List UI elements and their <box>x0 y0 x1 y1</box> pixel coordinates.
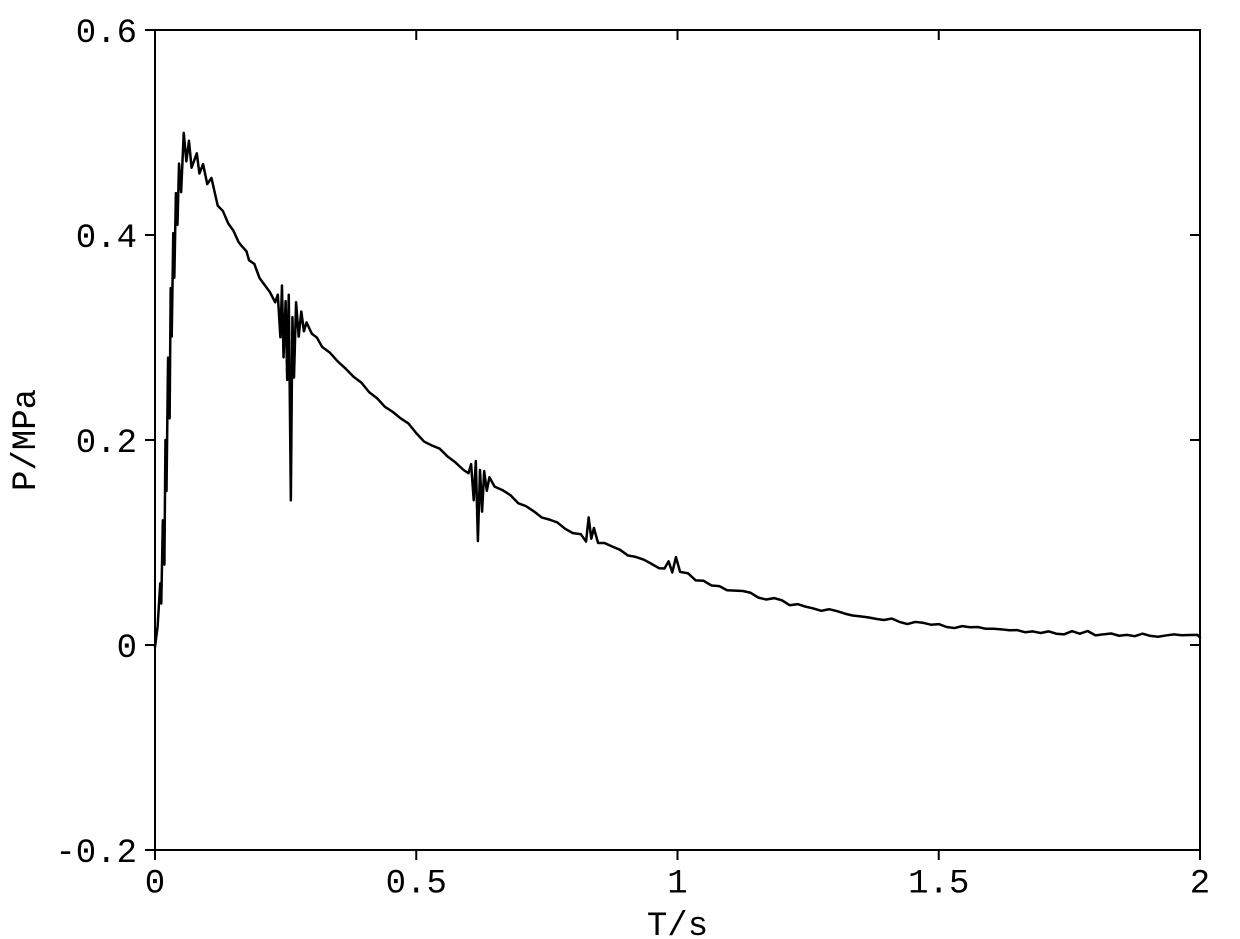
x-tick-label: 1.5 <box>908 865 969 903</box>
x-tick-label: 1 <box>667 865 687 903</box>
pressure-series <box>155 133 1200 647</box>
y-tick-label: 0.6 <box>76 15 137 53</box>
pressure-time-chart: 00.511.52-0.200.20.40.6T/sP/MPa <box>0 0 1240 939</box>
y-tick-label: -0.2 <box>55 835 137 873</box>
plot-box <box>155 30 1200 850</box>
y-tick-label: 0.4 <box>76 220 137 258</box>
y-tick-label: 0 <box>117 630 137 668</box>
chart-svg: 00.511.52-0.200.20.40.6T/sP/MPa <box>0 0 1240 939</box>
x-tick-label: 0.5 <box>386 865 447 903</box>
x-tick-label: 2 <box>1190 865 1210 903</box>
y-tick-label: 0.2 <box>76 425 137 463</box>
y-axis-label: P/MPa <box>8 389 46 491</box>
x-tick-label: 0 <box>145 865 165 903</box>
x-axis-label: T/s <box>647 908 708 939</box>
